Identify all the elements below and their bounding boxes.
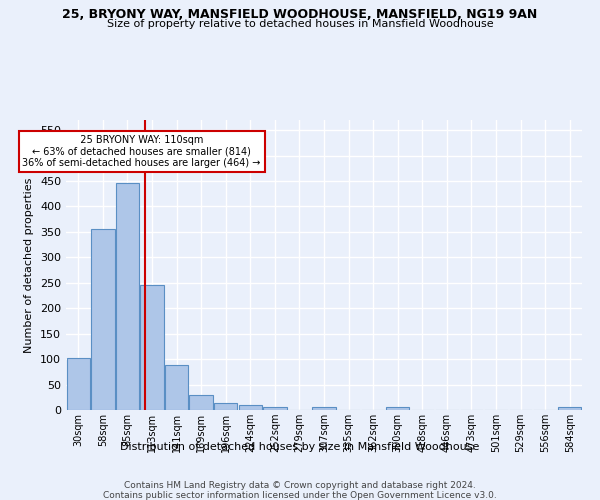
Bar: [386, 408, 409, 410]
Text: Contains HM Land Registry data © Crown copyright and database right 2024.: Contains HM Land Registry data © Crown c…: [124, 481, 476, 490]
Bar: [190, 394, 213, 410]
Bar: [67, 358, 90, 410]
Bar: [116, 183, 139, 410]
Bar: [239, 406, 262, 410]
Bar: [91, 229, 115, 410]
Text: 25, BRYONY WAY, MANSFIELD WOODHOUSE, MANSFIELD, NG19 9AN: 25, BRYONY WAY, MANSFIELD WOODHOUSE, MAN…: [62, 8, 538, 20]
Text: Distribution of detached houses by size in Mansfield Woodhouse: Distribution of detached houses by size …: [121, 442, 479, 452]
Bar: [263, 407, 287, 410]
Bar: [313, 408, 335, 410]
Text: Size of property relative to detached houses in Mansfield Woodhouse: Size of property relative to detached ho…: [107, 19, 493, 29]
Bar: [558, 408, 581, 410]
Y-axis label: Number of detached properties: Number of detached properties: [25, 178, 34, 352]
Text: Contains public sector information licensed under the Open Government Licence v3: Contains public sector information licen…: [103, 491, 497, 500]
Bar: [140, 285, 164, 410]
Bar: [165, 365, 188, 410]
Text: 25 BRYONY WAY: 110sqm  
← 63% of detached houses are smaller (814)
36% of semi-d: 25 BRYONY WAY: 110sqm ← 63% of detached …: [22, 136, 261, 168]
Bar: [214, 403, 238, 410]
